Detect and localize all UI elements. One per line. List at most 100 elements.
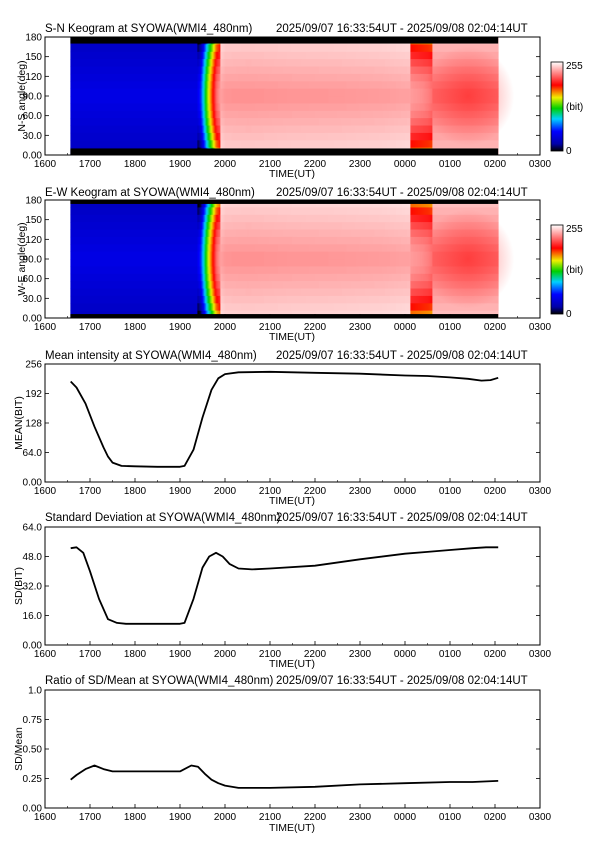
sn-cell [299, 103, 301, 112]
sn-cell [373, 140, 375, 148]
sn-cell [324, 96, 326, 104]
sn-cell [268, 88, 270, 97]
sn-cell [186, 96, 188, 104]
sn-cell [108, 110, 110, 119]
sn-cell [280, 118, 282, 126]
sn-cell [321, 73, 323, 82]
sn-cell [351, 88, 353, 97]
sn-cell [166, 110, 168, 119]
sn-cell [123, 66, 125, 75]
sn-cell [317, 66, 319, 75]
sn-cell [242, 51, 244, 60]
sn-cell [251, 73, 253, 82]
sn-cell [288, 103, 290, 112]
sn-cell [295, 66, 297, 75]
sn-cell [322, 132, 324, 141]
sn-cell [129, 44, 131, 53]
sn-cell [173, 81, 175, 89]
sn-cell [276, 140, 278, 148]
sn-cell [166, 73, 168, 82]
sn-cell [187, 44, 189, 53]
sn-cell [307, 96, 309, 104]
sn-cell [105, 132, 107, 141]
sn-cell [71, 132, 73, 141]
sn-cell [182, 140, 184, 148]
sn-cell [273, 73, 275, 82]
sn-cell [97, 140, 99, 148]
sn-cell [153, 96, 155, 104]
sn-cell [95, 125, 97, 134]
sn-cell [298, 66, 300, 75]
sn-cell [204, 88, 206, 97]
sn-cell [257, 110, 259, 119]
sn-cell [209, 81, 211, 89]
sn-cell [75, 59, 77, 67]
sn-cell [99, 96, 101, 104]
sn-cell [302, 132, 304, 141]
sn-cell [182, 96, 184, 104]
sn-cell [345, 140, 347, 148]
sn-cell [269, 81, 271, 89]
sn-cell [300, 110, 302, 119]
sn-cell [330, 140, 332, 148]
sn-cell [186, 118, 188, 126]
sn-cell [262, 59, 264, 67]
sn-cell [192, 125, 194, 134]
sn-cell [186, 44, 188, 53]
sn-cell [186, 132, 188, 141]
sn-cell [256, 132, 258, 141]
sn-cell [153, 125, 155, 134]
sn-cell [120, 66, 122, 75]
sn-cell [139, 51, 141, 60]
sn-cell [91, 66, 93, 75]
sn-cell [117, 118, 119, 126]
sn-cell [218, 140, 220, 148]
sn-cell [89, 73, 91, 82]
sn-cell [365, 140, 367, 148]
sn-cell [312, 44, 314, 53]
sn-cell [345, 96, 347, 104]
sn-cell [282, 66, 284, 75]
sn-cell [351, 132, 353, 141]
sn-cell [333, 81, 335, 89]
sn-cell [352, 132, 354, 141]
sn-cell [309, 88, 311, 97]
sn-cell [192, 110, 194, 119]
sn-cell [145, 73, 147, 82]
sn-cell [365, 73, 367, 82]
sn-cell [313, 140, 315, 148]
sn-cell [166, 118, 168, 126]
sn-cell [339, 110, 341, 119]
sn-cell [74, 96, 76, 104]
sn-cell [316, 140, 318, 148]
sn-cell [120, 51, 122, 60]
sn-cell [116, 110, 118, 119]
sn-cell [236, 140, 238, 148]
sn-cell [210, 96, 212, 104]
sn-cell [217, 110, 219, 119]
sn-cell [175, 44, 177, 53]
sn-cell [300, 81, 302, 89]
sn-cell [380, 73, 382, 82]
sn-cell [370, 96, 372, 104]
sn-cell [186, 51, 188, 60]
sn-cell [202, 103, 204, 112]
sn-cell [330, 125, 332, 134]
sn-cell [140, 118, 142, 126]
sn-cell [216, 110, 218, 119]
sn-cell [380, 110, 382, 119]
sn-cell [80, 110, 82, 119]
sn-cell [336, 103, 338, 112]
sn-cell [197, 88, 199, 97]
sn-cell [229, 44, 231, 53]
sn-cell [374, 125, 376, 134]
sn-cell [279, 125, 281, 134]
sn-cell [305, 140, 307, 148]
sn-cell [210, 125, 212, 134]
sn-cell [332, 103, 334, 112]
sn-cell [213, 140, 215, 148]
sn-cell [153, 132, 155, 141]
sn-cell [156, 118, 158, 126]
sn-cell [219, 96, 221, 104]
sn-cell [267, 103, 269, 112]
